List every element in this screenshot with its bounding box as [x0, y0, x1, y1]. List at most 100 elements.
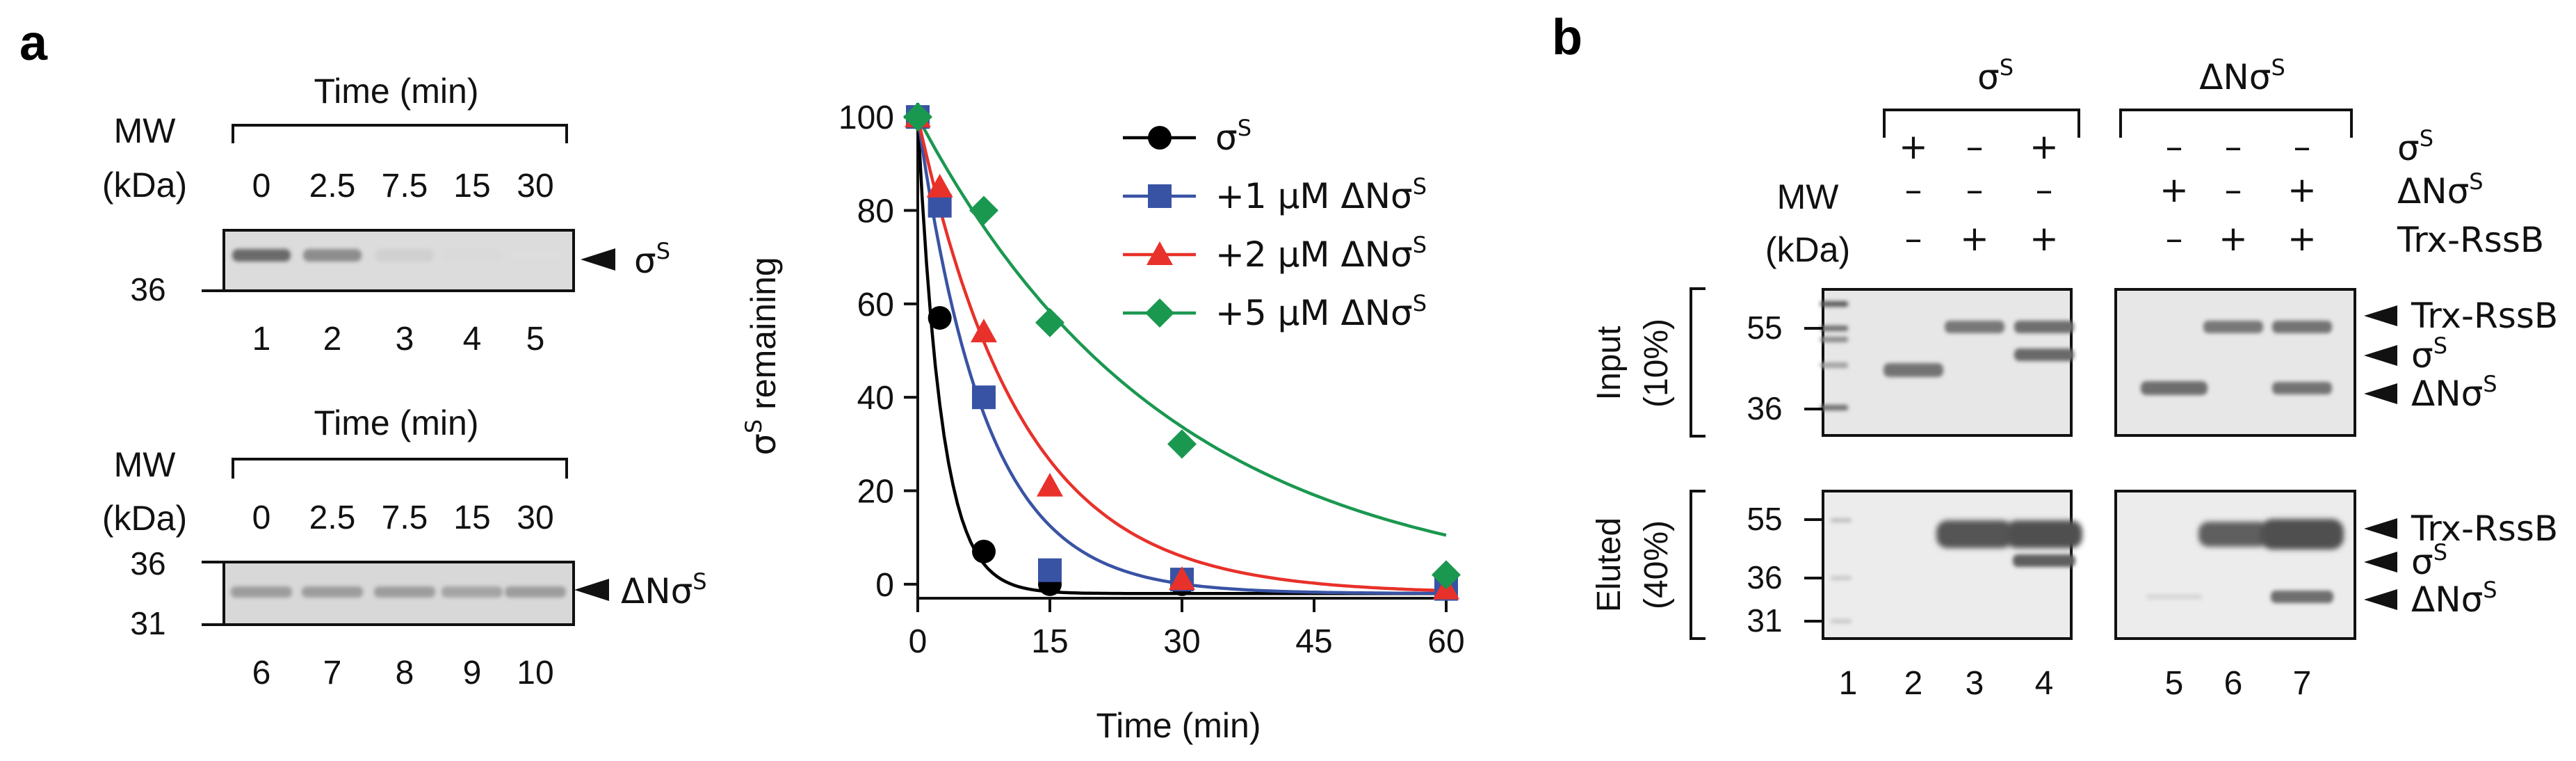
gel-b-input-ladder-band [1820, 301, 1848, 307]
gel-a1-time-2: 7.5 [382, 168, 428, 205]
gel-b-eluted-bands [1831, 518, 2344, 623]
gel-a2-band [231, 586, 292, 598]
chart-legend: σS +1 µM ΔNσS +2 µM ΔNσS +5 µM ΔNσS [1123, 115, 1427, 333]
chart-point-series-0 [972, 539, 996, 563]
gel-b-row-label: ΔNσS [2397, 168, 2484, 211]
gel-b-sign: – [2225, 127, 2242, 167]
gel-a1-lane-1: 1 [252, 321, 271, 358]
panel-a-label: a [19, 15, 48, 71]
gel-b-group2-label: ΔNσS [2199, 54, 2285, 97]
gel-b-input-label-1: Input [1591, 326, 1628, 401]
gel-a1-band [303, 249, 362, 262]
gel-a2-mw-label: MW [114, 445, 177, 484]
legend-label-3: +5 µM ΔNσS [1215, 290, 1427, 333]
gel-b-lane-numbers: 1 2 3 4 5 6 7 [1839, 665, 2312, 702]
gel-a2-band-label: ΔNσS [621, 568, 707, 611]
gel-b-eluted-annotation-arrowhead [2364, 589, 2397, 610]
gel-b-mw-label: MW [1777, 177, 1840, 216]
gel-a1-marker-36: 36 [130, 271, 165, 307]
gel-b-input-annotation: Trx-RssB [2411, 296, 2558, 336]
chart-y-tick-label: 80 [857, 193, 894, 230]
gel-b-sign: + [2160, 170, 2189, 210]
chart-x-tick-label: 15 [1031, 623, 1068, 660]
legend-marker-1 [1148, 184, 1172, 208]
gel-b-input-ladder-band [1820, 326, 1848, 331]
gel-b-sign: + [2287, 218, 2317, 259]
gel-b-eluted-annotation-arrowhead [2364, 552, 2397, 572]
gel-b-input-band [2272, 382, 2332, 394]
chart-fit-curve-2 [916, 116, 1447, 593]
gel-b-group2-bracket [2119, 109, 2353, 138]
gel-b-group1-label: σS [1977, 54, 2014, 97]
gel-b-eluted-right-box [2114, 490, 2356, 640]
gel-b-sign: + [1899, 127, 1928, 167]
gel-a2-lane-7: 7 [323, 655, 342, 691]
gel-a2-bands [231, 586, 566, 598]
gel-b-eluted-band [2271, 591, 2333, 603]
gel-a2-band [505, 586, 566, 598]
chart-points [903, 102, 1461, 601]
legend-marker-2 [1147, 241, 1173, 265]
gel-b-input-bands [1820, 301, 2332, 410]
legend-marker-0 [1148, 126, 1172, 150]
gel-b-input-band [2203, 321, 2263, 333]
gel-a2-lane-10: 10 [517, 655, 553, 691]
gel-b-sign: – [1905, 170, 1922, 210]
gel-b-input-label-2: (10%) [1638, 319, 1675, 408]
chart-y-tick-label: 40 [857, 380, 894, 417]
gel-a1-time-bracket [232, 124, 568, 143]
gel-a2-lane-6: 6 [252, 655, 271, 691]
chart-x-tick-label: 30 [1163, 623, 1200, 660]
gel-b-input-band [1945, 321, 2004, 333]
gel-b-kda-label: (kDa) [1765, 230, 1850, 269]
gel-b-input-band [1884, 363, 1943, 377]
legend-marker-3 [1145, 298, 1174, 328]
gel-a1-time-4: 30 [517, 168, 553, 205]
gel-b-input-ladder-band [1820, 405, 1848, 410]
chart-point-series-2 [1037, 472, 1063, 497]
gel-a2-lane-8: 8 [396, 655, 414, 691]
gel-b-input-bracket [1690, 287, 1706, 438]
gel-b-input-ladder-band [1820, 337, 1848, 342]
gel-b-input-marker-36: 36 [1747, 390, 1782, 426]
legend-label-2: +2 µM ΔNσS [1215, 232, 1427, 275]
gel-a1-band [443, 249, 501, 262]
gel-b-group1-bracket [1883, 109, 2080, 138]
gel-b-sign: + [2030, 127, 2059, 167]
gel-b-row-label: Trx-RssB [2397, 220, 2544, 260]
gel-a2-time-3: 15 [453, 499, 490, 536]
gel-a2-band [302, 586, 363, 598]
gel-b-sign: – [1966, 127, 1984, 167]
chart-x-tick-label: 60 [1427, 623, 1464, 660]
gel-b-eluted-band [1936, 520, 2013, 548]
gel-b-eluted-band [2146, 594, 2202, 600]
chart-point-series-1 [1038, 558, 1062, 582]
gel-a2-band [374, 586, 435, 598]
gel-b-lane-number: 1 [1839, 665, 1858, 702]
gel-a1-lane-3: 3 [396, 321, 414, 358]
chart-y-tick-label: 60 [857, 287, 894, 323]
gel-b-eluted-marker-36: 36 [1747, 559, 1782, 595]
gel-a2-time-1: 2.5 [309, 499, 356, 536]
gel-a1-time-header: Time (min) [314, 72, 478, 111]
gel-a2-time-header: Time (min) [314, 403, 478, 442]
chart-point-series-2 [1169, 566, 1195, 591]
gel-a1-bands [232, 249, 565, 262]
gel-b-input-ladder-band [1820, 362, 1848, 368]
chart-y-ticks: 0 20 40 60 80 100 [839, 99, 918, 604]
gel-b-sign: – [2225, 170, 2242, 210]
chart-point-series-2 [971, 319, 997, 343]
gel-b-sign: – [2036, 170, 2053, 210]
gel-b-sign: – [2166, 218, 2183, 259]
gel-a2-lane-9: 9 [463, 655, 482, 691]
legend-label-0: σS [1215, 115, 1251, 158]
gel-b-input-annotation-arrowhead [2364, 345, 2397, 366]
gel-b-sign: + [1960, 218, 1989, 259]
chart-point-series-3 [903, 102, 932, 132]
gel-a2-marker-31: 31 [130, 605, 165, 641]
gel-b-input-right-box [2114, 288, 2356, 437]
chart-point-series-3 [969, 195, 998, 225]
gel-a1: Time (min) MW (kDa) 0 2.5 7.5 15 30 36 σ… [102, 72, 670, 358]
